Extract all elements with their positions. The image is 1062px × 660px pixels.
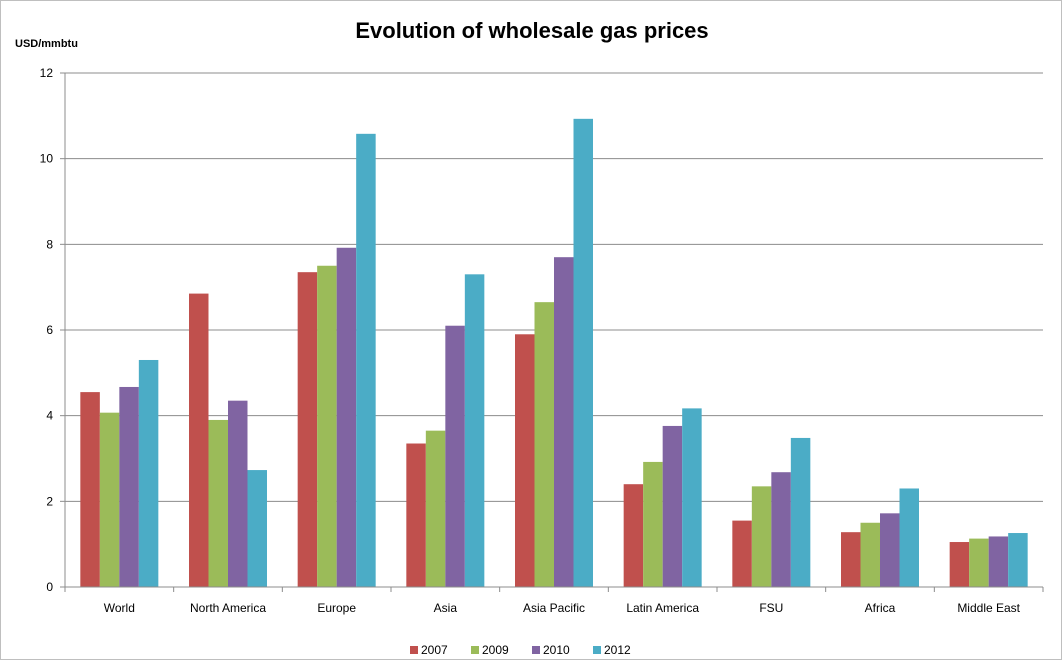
legend: 2007 2009 2010 2012 (410, 643, 631, 657)
legend-label: 2012 (604, 643, 631, 657)
chart-title: Evolution of wholesale gas prices (355, 18, 708, 43)
bar-2007-europe (297, 272, 318, 587)
x-category-label: Middle East (957, 601, 1020, 615)
legend-swatch-2007 (410, 646, 418, 654)
bar-2012-asia-pacific (573, 118, 593, 587)
legend-label: 2007 (421, 643, 448, 657)
bar-2009-fsu (751, 486, 772, 587)
bar-2010-asia-pacific (554, 257, 574, 587)
bar-2009-middle-east (969, 538, 989, 587)
x-category-label: North America (190, 601, 266, 615)
bar-2007-asia-pacific (515, 334, 535, 587)
bar-2012-africa (899, 488, 919, 587)
bar-2010-north-america (228, 400, 248, 587)
bar-2012-asia (464, 274, 485, 587)
bar-2009-asia (425, 430, 446, 587)
bar-2012-north-america (247, 470, 267, 587)
y-tick-label: 4 (46, 409, 53, 423)
bar-2010-europe (336, 247, 357, 587)
bar-2007-world (80, 392, 100, 587)
x-category-label: Asia Pacific (523, 601, 585, 615)
bar-2010-asia (445, 325, 465, 587)
legend-label: 2010 (543, 643, 570, 657)
bar-2010-africa (880, 513, 900, 587)
bars (80, 118, 1028, 587)
bar-2007-north-america (189, 293, 209, 587)
y-tick-label: 12 (40, 66, 54, 80)
bar-2010-latin-america (662, 425, 683, 587)
bar-2007-asia (406, 443, 426, 587)
bar-2007-africa (841, 532, 861, 587)
bar-2007-fsu (732, 520, 752, 587)
bar-2012-world (138, 359, 159, 587)
legend-label: 2009 (482, 643, 509, 657)
axes: 0 2 4 6 8 10 12 World North America Europe Asia Asi… (40, 66, 1044, 615)
y-tick-label: 8 (46, 237, 53, 251)
bar-2009-africa (860, 522, 880, 587)
bar-2009-north-america (208, 419, 228, 587)
bar-2009-latin-america (643, 461, 663, 587)
y-tick-label: 10 (40, 152, 54, 166)
bar-2012-fsu (790, 437, 811, 587)
bar-2010-world (119, 386, 139, 587)
bar-2012-latin-america (682, 408, 702, 587)
x-category-label: Africa (865, 601, 896, 615)
legend-swatch-2010 (532, 646, 540, 654)
x-category-label: Asia (434, 601, 458, 615)
bar-2012-europe (356, 133, 376, 587)
bar-2009-europe (317, 265, 337, 587)
x-category-label: FSU (759, 601, 783, 615)
x-category-label: World (104, 601, 135, 615)
bar-2009-world (99, 412, 120, 587)
bar-2007-latin-america (623, 484, 644, 587)
bar-2010-middle-east (988, 536, 1009, 587)
bar-2012-middle-east (1008, 533, 1028, 587)
legend-swatch-2009 (471, 646, 479, 654)
y-tick-label: 2 (46, 494, 53, 508)
x-category-label: Europe (317, 601, 356, 615)
bar-2010-fsu (771, 472, 791, 587)
x-category-label: Latin America (626, 601, 699, 615)
legend-swatch-2012 (593, 646, 601, 654)
y-tick-label: 0 (46, 580, 53, 594)
y-tick-label: 6 (46, 323, 53, 337)
y-axis-label: USD/mmbtu (15, 38, 78, 50)
bar-2009-asia-pacific (534, 302, 554, 587)
bar-2007-middle-east (949, 542, 970, 587)
